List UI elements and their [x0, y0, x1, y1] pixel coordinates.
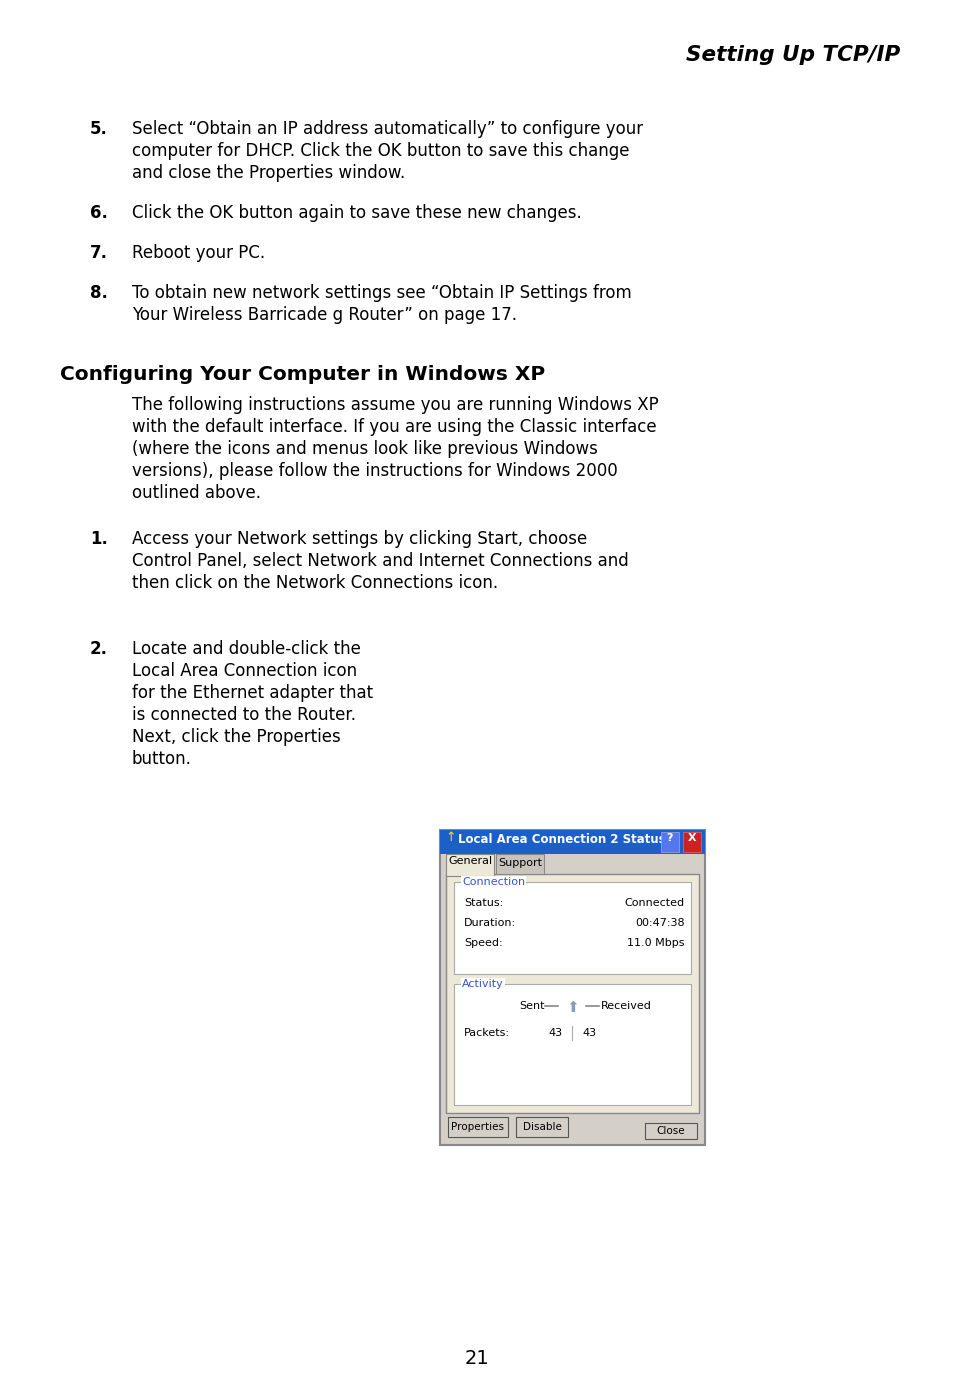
Text: 8.: 8. — [90, 285, 108, 303]
Text: and close the Properties window.: and close the Properties window. — [132, 164, 405, 182]
Text: (where the icons and menus look like previous Windows: (where the icons and menus look like pre… — [132, 440, 598, 458]
Bar — [439, 830, 704, 1145]
Bar — [644, 1123, 697, 1140]
Text: Sent: Sent — [518, 1001, 544, 1010]
Text: Properties: Properties — [451, 1122, 504, 1133]
Text: Received: Received — [599, 1001, 651, 1010]
Bar — [439, 830, 704, 854]
Bar — [446, 874, 699, 1113]
Text: ⬆: ⬆ — [565, 999, 578, 1015]
Text: Access your Network settings by clicking Start, choose: Access your Network settings by clicking… — [132, 530, 587, 548]
Bar — [448, 1117, 507, 1137]
Text: To obtain new network settings see “Obtain IP Settings from: To obtain new network settings see “Obta… — [132, 285, 631, 303]
Text: Setting Up TCP/IP: Setting Up TCP/IP — [685, 44, 899, 65]
Text: Activity: Activity — [461, 979, 503, 990]
Bar — [454, 984, 690, 1105]
Text: button.: button. — [132, 750, 192, 768]
Bar — [682, 831, 700, 852]
Bar — [446, 854, 494, 876]
Text: General: General — [448, 856, 492, 866]
Text: Status:: Status: — [463, 898, 503, 908]
Text: Duration:: Duration: — [463, 917, 516, 929]
Text: Reboot your PC.: Reboot your PC. — [132, 244, 265, 262]
Text: ?: ? — [666, 833, 673, 843]
Text: for the Ethernet adapter that: for the Ethernet adapter that — [132, 684, 373, 702]
Text: Click the OK button again to save these new changes.: Click the OK button again to save these … — [132, 204, 581, 222]
Text: The following instructions assume you are running Windows XP: The following instructions assume you ar… — [132, 396, 659, 414]
Text: Control Panel, select Network and Internet Connections and: Control Panel, select Network and Intern… — [132, 552, 628, 570]
Text: Connection: Connection — [461, 877, 524, 887]
Text: Speed:: Speed: — [463, 938, 502, 948]
Bar — [496, 854, 543, 874]
Text: 7.: 7. — [90, 244, 108, 262]
Text: Next, click the Properties: Next, click the Properties — [132, 727, 340, 745]
Text: 2.: 2. — [90, 640, 108, 658]
Text: 5.: 5. — [90, 119, 108, 137]
Text: computer for DHCP. Click the OK button to save this change: computer for DHCP. Click the OK button t… — [132, 142, 629, 160]
Text: 21: 21 — [464, 1349, 489, 1367]
Text: Configuring Your Computer in Windows XP: Configuring Your Computer in Windows XP — [60, 365, 545, 384]
Text: 43: 43 — [548, 1029, 562, 1038]
Text: Close: Close — [656, 1126, 684, 1135]
Text: ↑: ↑ — [444, 831, 455, 844]
Text: Disable: Disable — [522, 1122, 561, 1133]
Text: 1.: 1. — [90, 530, 108, 548]
Text: Connected: Connected — [624, 898, 684, 908]
Text: Your Wireless Barricade g Router” on page 17.: Your Wireless Barricade g Router” on pag… — [132, 305, 517, 323]
Text: versions), please follow the instructions for Windows 2000: versions), please follow the instruction… — [132, 462, 618, 480]
Bar — [516, 1117, 567, 1137]
Text: is connected to the Router.: is connected to the Router. — [132, 706, 355, 725]
Text: 43: 43 — [582, 1029, 596, 1038]
Text: Select “Obtain an IP address automatically” to configure your: Select “Obtain an IP address automatical… — [132, 119, 642, 137]
Text: 00:47:38: 00:47:38 — [635, 917, 684, 929]
Bar — [454, 881, 690, 974]
Text: X: X — [687, 833, 696, 843]
Text: Local Area Connection 2 Status: Local Area Connection 2 Status — [457, 833, 665, 847]
Text: outlined above.: outlined above. — [132, 484, 261, 502]
Text: then click on the Network Connections icon.: then click on the Network Connections ic… — [132, 575, 497, 593]
Text: Support: Support — [497, 858, 541, 868]
Text: Locate and double-click the: Locate and double-click the — [132, 640, 360, 658]
Text: 11.0 Mbps: 11.0 Mbps — [627, 938, 684, 948]
Bar — [660, 831, 679, 852]
Text: Packets:: Packets: — [463, 1029, 510, 1038]
Text: Local Area Connection icon: Local Area Connection icon — [132, 662, 356, 680]
Text: 6.: 6. — [90, 204, 108, 222]
Text: with the default interface. If you are using the Classic interface: with the default interface. If you are u… — [132, 418, 656, 436]
